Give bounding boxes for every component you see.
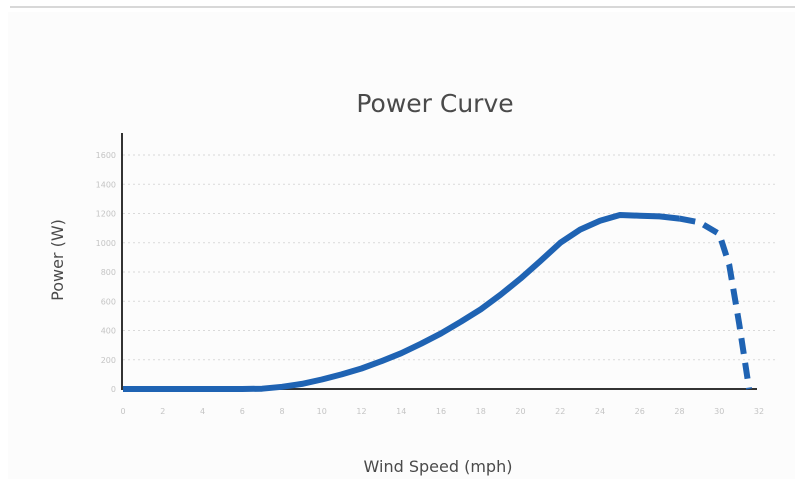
y-tick-label: 400: [101, 327, 116, 336]
y-tick-label: 1000: [96, 239, 116, 248]
y-tick-label: 800: [101, 268, 116, 277]
power-curve-dashed-line: [678, 215, 753, 390]
x-tick-label: 10: [317, 407, 327, 416]
x-tick-label: 22: [555, 407, 565, 416]
y-tick-label: 1600: [96, 151, 116, 160]
x-tick-label: 2: [160, 407, 165, 416]
x-tick-label: 26: [635, 407, 645, 416]
x-tick-label: 4: [200, 407, 205, 416]
y-tick-label: 1200: [96, 210, 116, 219]
y-tick-label: 1400: [96, 180, 116, 189]
x-tick-label: 12: [356, 407, 366, 416]
x-tick-label: 18: [476, 407, 486, 416]
x-tick-label: 30: [714, 407, 724, 416]
y-tick-label: 0: [111, 385, 116, 394]
top-divider: [10, 6, 795, 8]
x-tick-label: 28: [674, 407, 684, 416]
y-tick-label: 600: [101, 297, 116, 306]
x-tick-label: 6: [240, 407, 245, 416]
x-tick-label: 20: [515, 407, 525, 416]
x-axis-label: Wind Speed (mph): [364, 457, 513, 476]
x-tick-label: 14: [396, 407, 406, 416]
x-tick-label: 16: [436, 407, 446, 416]
chart-title: Power Curve: [356, 89, 513, 118]
chart-panel: [8, 12, 795, 479]
y-tick-label: 200: [101, 356, 116, 365]
power-curve-solid-line: [123, 212, 680, 392]
x-tick-label: 24: [595, 407, 605, 416]
series-lines: [123, 212, 753, 392]
y-axis-label: Power (W): [48, 219, 67, 301]
x-tick-label: 32: [754, 407, 764, 416]
x-tick-label: 0: [120, 407, 125, 416]
x-tick-label: 8: [279, 407, 284, 416]
